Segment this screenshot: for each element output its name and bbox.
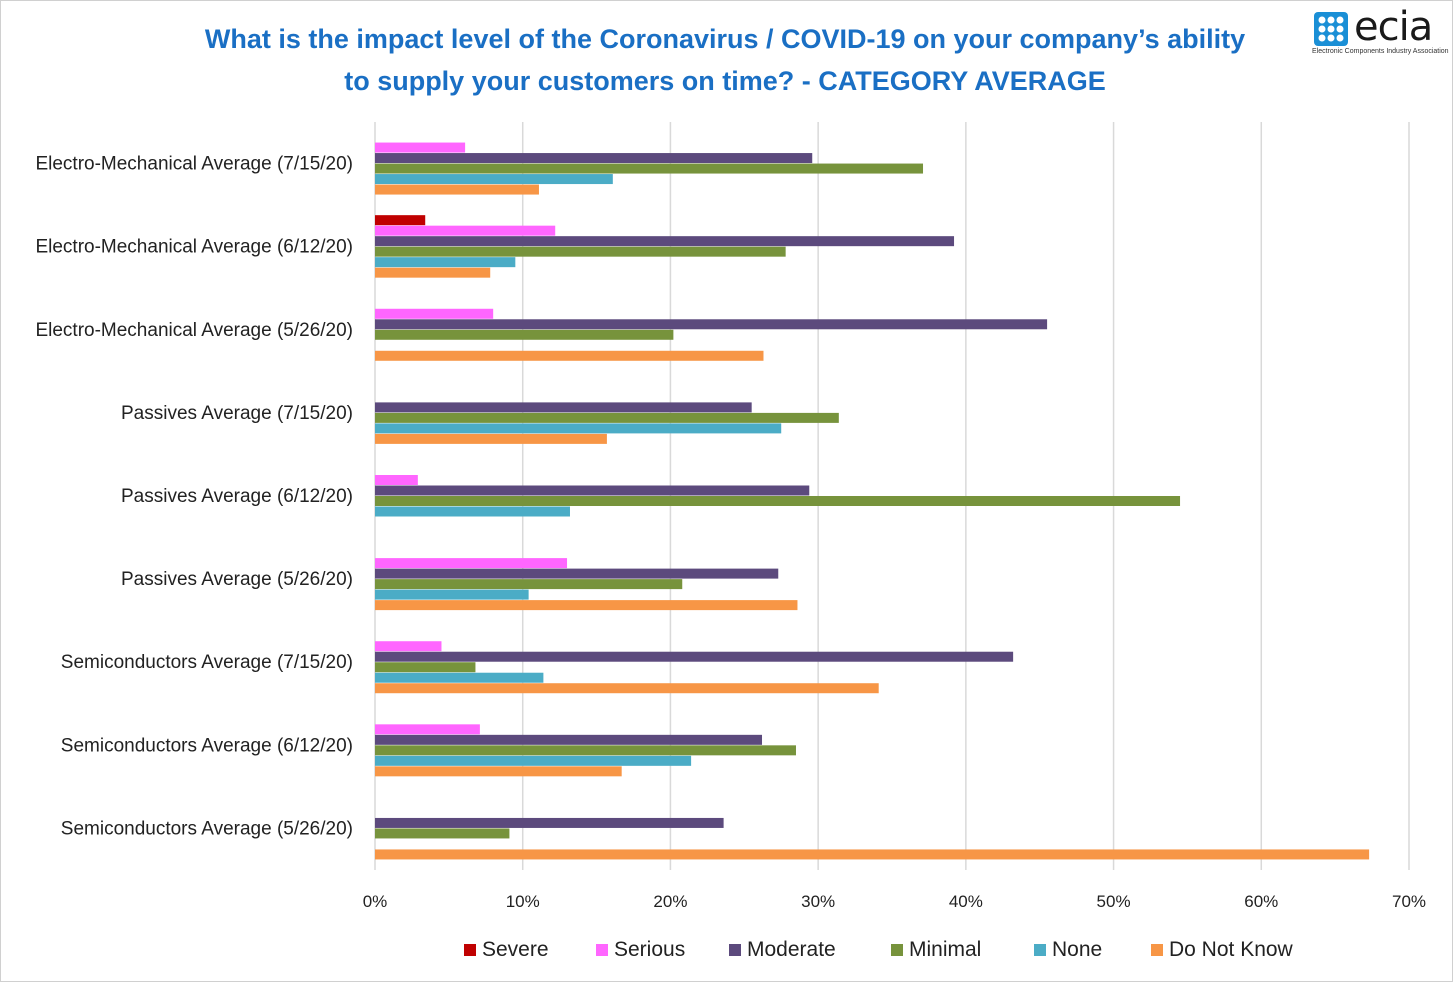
bar <box>375 236 955 247</box>
legend-swatch <box>1151 944 1163 956</box>
bar <box>375 672 544 683</box>
bar <box>375 589 529 600</box>
legend-item: Minimal <box>891 936 981 964</box>
category-label: Passives Average (7/15/20) <box>121 403 353 424</box>
bar <box>375 350 764 361</box>
bar <box>375 215 426 226</box>
bar <box>375 267 491 278</box>
x-tick-label: 60% <box>1244 892 1278 911</box>
bar <box>375 849 1370 860</box>
legend-item: Do Not Know <box>1151 936 1293 964</box>
x-tick-label: 0% <box>363 892 388 911</box>
legend-label: Do Not Know <box>1169 938 1293 961</box>
legend-item: Severe <box>464 936 549 964</box>
bar <box>375 257 516 268</box>
category-label: Passives Average (5/26/20) <box>121 569 353 590</box>
bar <box>375 817 724 828</box>
title-line-1: What is the impact level of the Coronavi… <box>204 24 1246 54</box>
bar <box>375 662 476 673</box>
category-label: Passives Average (6/12/20) <box>121 486 353 507</box>
legend-swatch <box>1034 944 1046 956</box>
bar <box>375 766 622 777</box>
bar <box>375 745 796 756</box>
ecia-logo: ecia Electronic Components Industry Asso… <box>1312 4 1449 60</box>
bar <box>375 308 494 319</box>
chart-title: What is the impact level of the Coronavi… <box>120 18 1330 102</box>
legend-swatch <box>891 944 903 956</box>
bar <box>375 683 879 694</box>
bar <box>375 329 674 340</box>
legend-swatch <box>729 944 741 956</box>
chart-legend: Severe Serious Moderate Minimal None Do Not K… <box>0 936 1453 964</box>
bar <box>375 184 539 195</box>
category-label: Electro-Mechanical Average (7/15/20) <box>35 154 353 175</box>
title-line-2: to supply your customers on time? - CATE… <box>344 66 1106 96</box>
legend-label: Severe <box>482 938 549 961</box>
category-label: Electro-Mechanical Average (6/12/20) <box>35 237 353 258</box>
bar <box>375 579 683 590</box>
bar <box>375 319 1048 330</box>
bar <box>375 412 839 423</box>
bar <box>375 433 607 444</box>
bar <box>375 142 466 153</box>
legend-swatch <box>596 944 608 956</box>
bar <box>375 163 924 174</box>
legend-label: None <box>1052 938 1103 961</box>
bar <box>375 246 786 257</box>
bar <box>375 153 813 164</box>
bar <box>375 755 692 766</box>
bar <box>375 225 556 236</box>
bar <box>375 475 418 485</box>
bar <box>375 651 1014 662</box>
category-label: Semiconductors Average (7/15/20) <box>61 652 353 673</box>
x-tick-label: 30% <box>801 892 835 911</box>
bar <box>375 423 782 434</box>
bar <box>375 558 568 569</box>
x-tick-label: 10% <box>506 892 540 911</box>
logo-dots-icon <box>1318 16 1344 42</box>
bar <box>375 402 752 413</box>
legend-item: None <box>1034 936 1102 964</box>
bar <box>375 485 810 496</box>
bar <box>375 828 510 839</box>
category-label: Semiconductors Average (5/26/20) <box>61 818 353 839</box>
logo-wordmark: ecia <box>1354 4 1433 50</box>
legend-swatch <box>464 944 476 956</box>
bar <box>375 568 779 579</box>
category-label: Semiconductors Average (6/12/20) <box>61 735 353 756</box>
bar <box>375 724 480 735</box>
legend-item: Moderate <box>729 936 836 964</box>
logo-tagline: Electronic Components Industry Associati… <box>1312 48 1449 55</box>
bar <box>375 600 798 611</box>
category-label: Electro-Mechanical Average (5/26/20) <box>35 320 353 341</box>
bar <box>375 734 763 745</box>
bar <box>375 506 570 517</box>
x-tick-label: 40% <box>949 892 983 911</box>
legend-label: Minimal <box>909 938 982 961</box>
bar <box>375 496 1181 506</box>
x-tick-label: 50% <box>1097 892 1131 911</box>
legend-item: Serious <box>596 936 685 964</box>
x-tick-label: 70% <box>1392 892 1426 911</box>
legend-label: Serious <box>614 938 686 961</box>
ecia-logo-icon <box>1314 12 1348 46</box>
bar <box>375 174 613 185</box>
legend-label: Moderate <box>747 938 836 961</box>
bar <box>375 641 442 652</box>
x-tick-label: 20% <box>653 892 687 911</box>
